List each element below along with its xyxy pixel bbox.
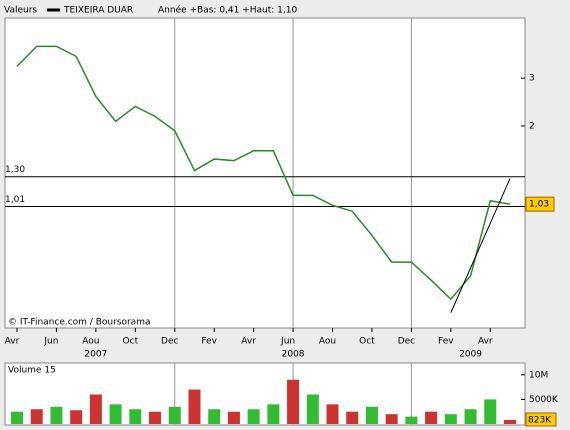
source: © IT-Finance.com / Boursorama	[8, 318, 150, 328]
volume-bar	[208, 409, 221, 424]
volume-bar	[188, 389, 201, 424]
volume-bar	[89, 394, 102, 424]
volume-bar	[405, 416, 418, 424]
volume-bar	[247, 409, 260, 424]
chart-title: TEIXEIRA DUAR	[63, 6, 133, 16]
volume-bar	[444, 414, 457, 424]
volume-bar	[11, 411, 23, 424]
volume-bar	[129, 409, 142, 424]
x-tick-label: Fev	[438, 337, 454, 347]
x-tick-label: Dec	[161, 337, 178, 347]
price-line	[16, 45, 511, 301]
y-tick-label: 3	[529, 74, 535, 84]
volume-last-label: 823K	[528, 415, 552, 425]
volume-bar	[168, 406, 181, 424]
volume-bar	[385, 414, 398, 424]
x-tick-label: Fev	[201, 337, 217, 347]
volume-bar	[50, 406, 63, 424]
volume-bar	[30, 409, 43, 424]
subtitle: Année +Bas: 0,41 +Haut: 1,10	[158, 5, 297, 16]
y-tick-label: 2	[529, 121, 535, 131]
trendline	[450, 178, 511, 313]
volume-tick-label: 5000K	[529, 395, 559, 405]
x-tick-label: Aou	[82, 337, 99, 347]
level-label: 1,01	[5, 195, 25, 205]
last-price-label: 1,03	[529, 200, 549, 210]
year-label: 2007	[84, 350, 107, 360]
x-tick-label: Jun	[43, 337, 58, 347]
header-label: Valeurs	[4, 6, 37, 16]
last-price-box	[525, 196, 555, 212]
x-tick-label: Oct	[123, 337, 139, 347]
volume-bar	[365, 406, 378, 424]
year-label: 2008	[282, 350, 305, 360]
x-tick-label: Aou	[319, 337, 336, 347]
x-tick-label: Dec	[398, 337, 415, 347]
volume-bar	[484, 399, 497, 424]
volume-bar	[326, 404, 339, 424]
volume-last-box	[525, 412, 557, 427]
volume-bar	[227, 411, 240, 424]
price-panel	[4, 17, 526, 329]
x-tick-label: Avr	[478, 337, 493, 347]
x-tick-label: Jun	[280, 337, 295, 347]
volume-bar	[425, 411, 438, 424]
volume-bar	[287, 379, 300, 424]
volume-bar	[109, 404, 122, 424]
x-tick-label: Avr	[5, 337, 20, 347]
year-label: 2009	[459, 350, 482, 360]
volume-bar	[267, 404, 280, 424]
volume-bar	[346, 411, 359, 424]
x-tick-label: Avr	[241, 337, 256, 347]
volume-bar	[149, 411, 162, 424]
volume-label: Volume 15	[8, 366, 56, 376]
volume-bar	[464, 409, 477, 424]
x-tick-label: Oct	[359, 337, 375, 347]
volume-bar	[70, 410, 83, 424]
volume-tick-label: 10M	[529, 370, 548, 380]
level-label: 1,30	[5, 165, 25, 175]
volume-bar	[306, 394, 319, 424]
volume-bar	[504, 419, 516, 424]
